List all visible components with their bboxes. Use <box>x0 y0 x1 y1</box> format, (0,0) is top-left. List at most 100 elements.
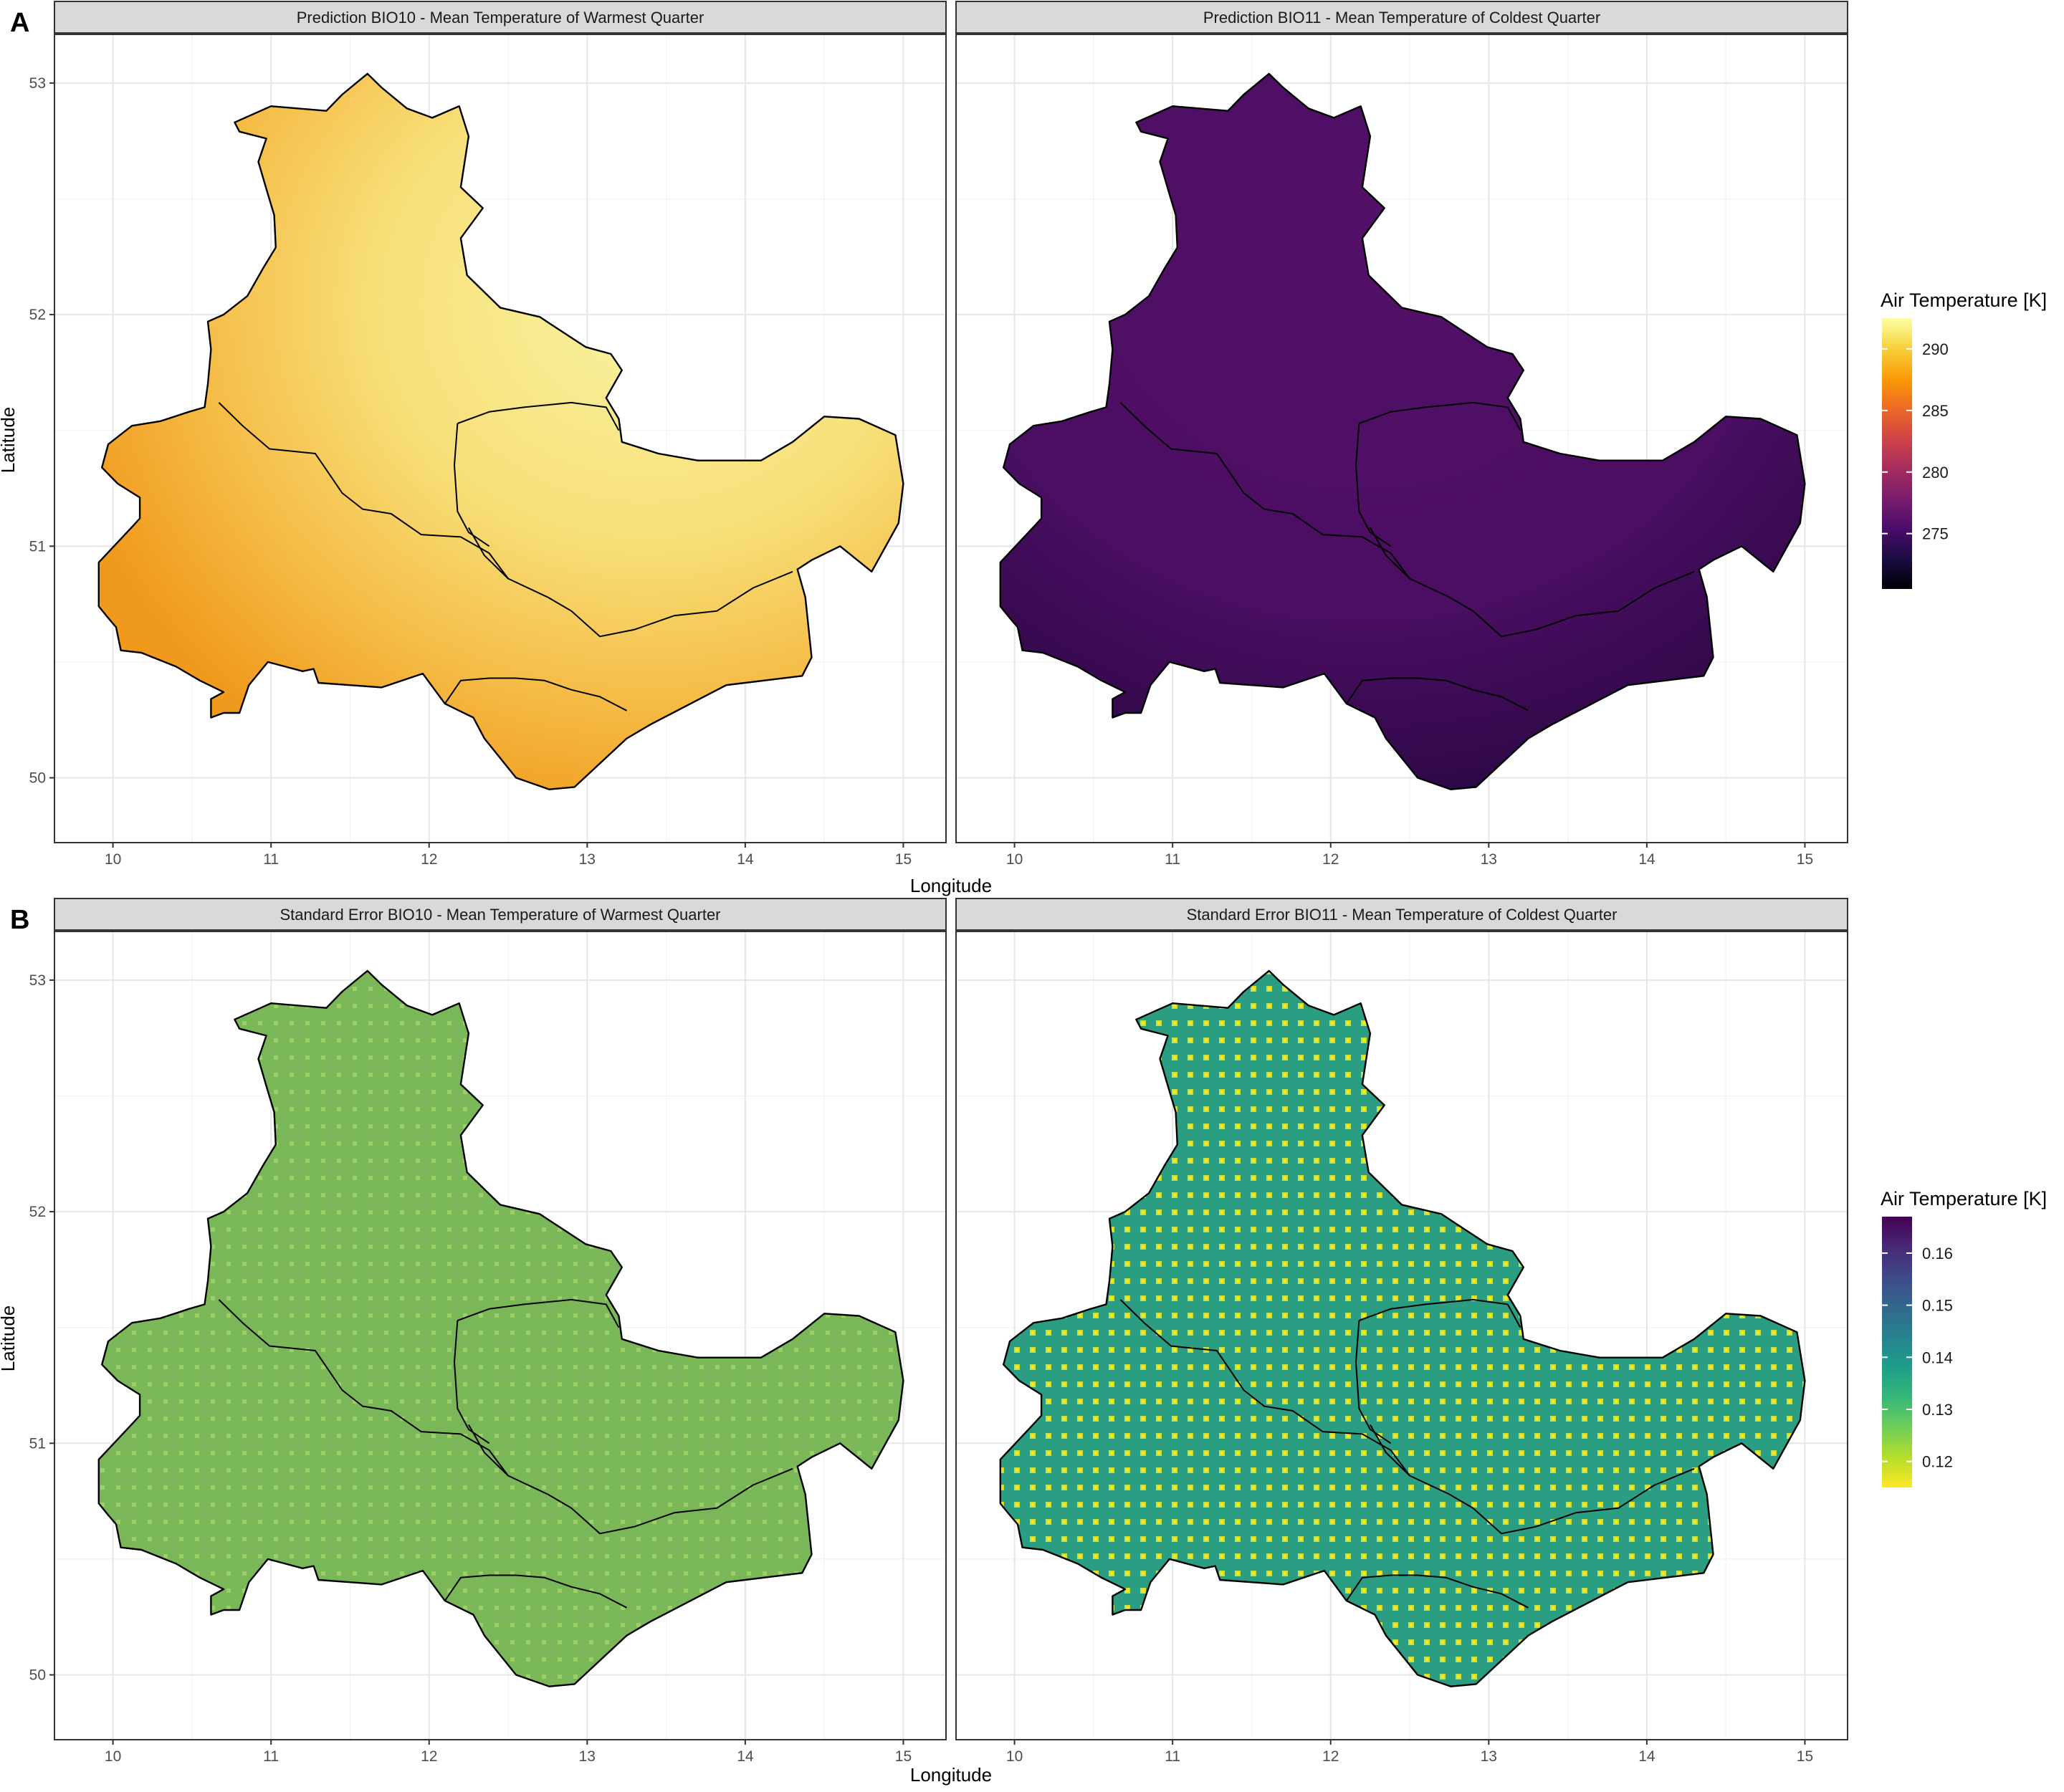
y-tick-label: 53 <box>29 75 46 92</box>
colorbar-ticks: 275 280 285 290 <box>1882 340 1949 543</box>
state-border <box>1355 423 1392 547</box>
state-border <box>1359 1298 1521 1328</box>
strip-background <box>955 898 1848 931</box>
x-tick-label: 11 <box>263 1748 279 1765</box>
x-tick-label: 10 <box>1006 851 1023 868</box>
x-tick-label: 15 <box>895 851 912 868</box>
strip-background <box>54 1 947 34</box>
colorbar <box>1882 1217 1912 1487</box>
panel-border <box>955 931 1848 1740</box>
colorbar-tick-label: 285 <box>1922 402 1949 420</box>
panel-border <box>54 931 947 1740</box>
region-shape <box>999 969 1806 1687</box>
plot-area: 10 11 12 13 14 15 <box>955 34 1848 868</box>
x-tick-label: 14 <box>737 1748 754 1765</box>
x-tick-label: 14 <box>1638 851 1656 868</box>
colorbar-tick-label: 0.15 <box>1922 1297 1953 1315</box>
region-shape <box>97 72 904 790</box>
colorbar-tick-label: 0.16 <box>1922 1245 1953 1262</box>
state-border <box>444 677 627 711</box>
region-shape <box>97 969 904 1687</box>
colorbar-tick-label: 0.13 <box>1922 1401 1953 1419</box>
state-border <box>444 1574 627 1609</box>
colorbar-ticks: 0.12 0.13 0.14 0.15 0.16 <box>1882 1245 1953 1471</box>
colorbar-tick-label: 0.12 <box>1922 1453 1953 1471</box>
y-tick-label: 52 <box>29 307 46 323</box>
y-tick-label: 51 <box>29 1435 46 1452</box>
state-border <box>218 1299 793 1535</box>
panel-letter: B <box>10 905 29 935</box>
state-border <box>1359 401 1521 431</box>
colorbar-tick-label: 275 <box>1922 525 1949 543</box>
state-border <box>1119 402 1695 638</box>
legend: Air Temperature [K] 275 280 285 290 <box>1881 289 2047 589</box>
state-border <box>1119 1299 1695 1535</box>
y-axis-title: Latitude <box>0 407 19 474</box>
y-tick-label: 53 <box>29 972 46 989</box>
map-panel: Prediction BIO11 - Mean Temperature of C… <box>955 1 1848 868</box>
x-tick-label: 12 <box>421 1748 437 1765</box>
panel-border <box>54 34 947 843</box>
strip-title: Prediction BIO11 - Mean Temperature of C… <box>1203 9 1600 27</box>
x-tick-label: 15 <box>1797 851 1813 868</box>
state-border <box>457 401 620 431</box>
colorbar-tick-label: 290 <box>1922 340 1949 358</box>
state-border <box>454 1320 490 1444</box>
strip-background <box>54 898 947 931</box>
x-tick-label: 14 <box>1638 1748 1656 1765</box>
state-border <box>1345 677 1529 711</box>
state-border <box>1345 1574 1529 1609</box>
colorbar-tick-label: 0.14 <box>1922 1348 1953 1366</box>
y-tick-label: 51 <box>29 538 46 555</box>
x-tick-label: 15 <box>1797 1748 1813 1765</box>
x-tick-label: 10 <box>105 851 121 868</box>
row-b: B Latitude Longitude Standard Error BIO1… <box>0 898 2047 1786</box>
map-panel: Prediction BIO10 - Mean Temperature of W… <box>29 1 947 868</box>
x-tick-label: 12 <box>1322 1748 1339 1765</box>
y-tick-label: 50 <box>29 770 46 787</box>
state-border <box>1370 527 1410 580</box>
y-tick-label: 50 <box>29 1667 46 1684</box>
state-border <box>1370 1424 1410 1477</box>
y-axis-title: Latitude <box>0 1305 19 1372</box>
strip-title: Standard Error BIO11 - Mean Temperature … <box>1187 906 1618 924</box>
x-tick-label: 11 <box>1165 1748 1180 1765</box>
x-tick-label: 11 <box>1165 851 1180 868</box>
panel-border <box>955 34 1848 843</box>
x-tick-label: 15 <box>895 1748 912 1765</box>
region-shape <box>999 72 1806 790</box>
state-border <box>468 1424 509 1477</box>
state-border <box>1355 1320 1392 1444</box>
x-tick-label: 14 <box>737 851 754 868</box>
plot-area: 10 11 12 13 14 15 <box>955 931 1848 1765</box>
x-axis-title: Longitude <box>910 1764 992 1786</box>
legend-title: Air Temperature [K] <box>1881 289 2047 311</box>
state-border <box>468 527 509 580</box>
x-tick-label: 12 <box>1322 851 1339 868</box>
x-tick-label: 13 <box>1481 851 1497 868</box>
colorbar-tick-label: 280 <box>1922 464 1949 481</box>
x-tick-label: 10 <box>105 1748 121 1765</box>
x-tick-label: 11 <box>263 851 279 868</box>
map-panel: Standard Error BIO10 - Mean Temperature … <box>29 898 947 1765</box>
state-border <box>454 423 490 547</box>
y-tick-label: 52 <box>29 1204 46 1220</box>
plot-area: 10 11 12 13 14 15 50 51 52 53 <box>29 931 947 1765</box>
legend-title: Air Temperature [K] <box>1881 1188 2047 1209</box>
x-axis-title: Longitude <box>910 875 992 896</box>
x-tick-label: 13 <box>1481 1748 1497 1765</box>
legend: Air Temperature [K] 0.12 0.13 0.14 0.15 0.16 <box>1881 1188 2047 1487</box>
strip-title: Prediction BIO10 - Mean Temperature of W… <box>297 9 704 27</box>
plot-area: 10 11 12 13 14 15 50 51 52 53 <box>29 34 947 868</box>
x-tick-label: 13 <box>579 1748 596 1765</box>
strip-background <box>955 1 1848 34</box>
panel-letter: A <box>10 8 29 38</box>
map-panel: Standard Error BIO11 - Mean Temperature … <box>955 898 1848 1765</box>
state-border <box>218 402 793 638</box>
x-tick-label: 10 <box>1006 1748 1023 1765</box>
colorbar <box>1882 318 1912 589</box>
x-tick-label: 12 <box>421 851 437 868</box>
state-border <box>457 1298 620 1328</box>
